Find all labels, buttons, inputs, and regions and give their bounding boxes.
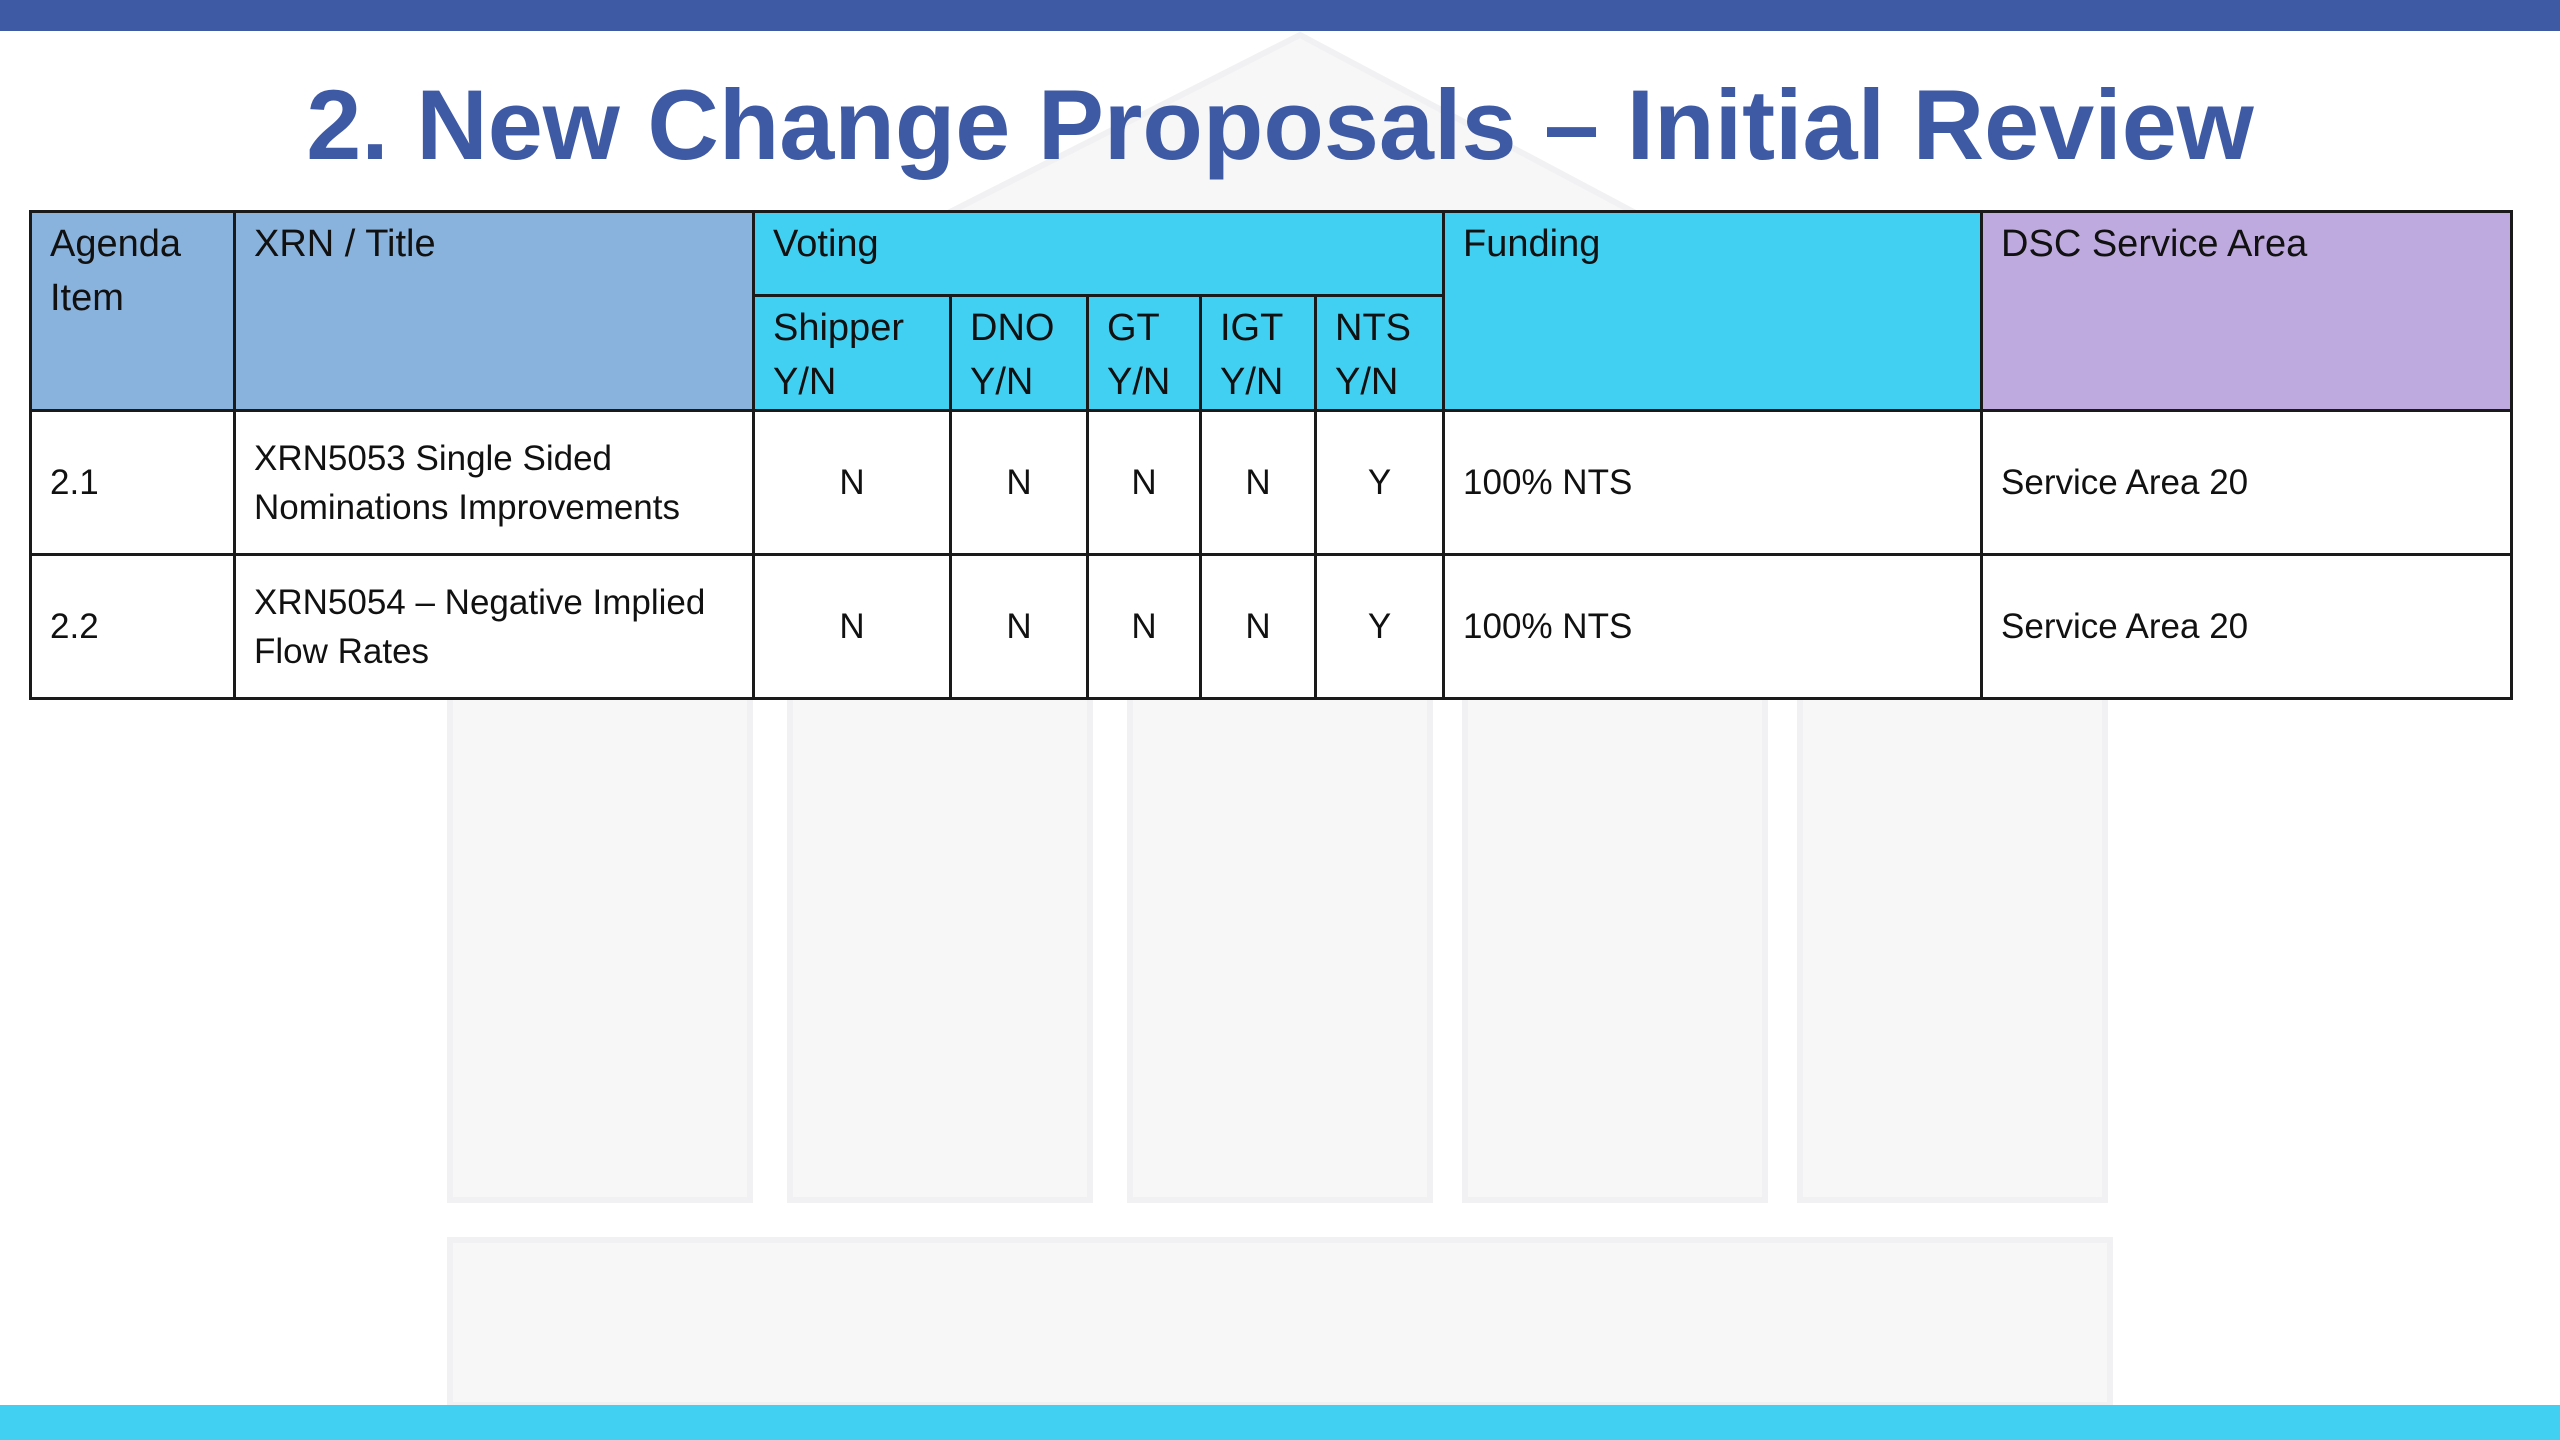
cell-dsc-service-area: Service Area 20 — [1980, 409, 2514, 556]
subheader-party-label: GT — [1107, 307, 1160, 349]
header-funding: Funding — [1442, 210, 1984, 412]
title-line: Flow Rates — [254, 631, 430, 671]
cell-vote-igt: N — [1199, 553, 1317, 700]
bottom-accent-bar — [0, 1405, 2560, 1440]
cell-xrn-title: XRN5054 – Negative Implied Flow Rates — [233, 553, 755, 700]
table-row: 2.2 XRN5054 – Negative Implied Flow Rates… — [29, 553, 2514, 700]
header-voting: Voting — [751, 210, 1446, 297]
header-dsc-service-area: DSC Service Area — [1980, 210, 2514, 412]
cell-vote-dno: N — [949, 553, 1089, 700]
cell-funding: 100% NTS — [1442, 409, 1984, 556]
cell-vote-nts: Y — [1313, 553, 1446, 700]
cell-agenda-item: 2.2 — [29, 553, 236, 700]
cell-vote-gt: N — [1086, 553, 1202, 700]
subheader-party-label: IGT — [1220, 307, 1284, 349]
header-xrn-title: XRN / Title — [233, 210, 755, 412]
title-line: Nominations Improvements — [254, 487, 680, 527]
table-header-row: Agenda Item XRN / Title Voting Funding D… — [29, 210, 2514, 412]
cell-funding: 100% NTS — [1442, 553, 1984, 700]
cell-xrn-title: XRN5053 Single Sided Nominations Improvem… — [233, 409, 755, 556]
slide-title: 2. New Change Proposals – Initial Review — [306, 69, 2254, 180]
subheader-shipper: Shipper Y/N — [752, 294, 952, 412]
cell-dsc-service-area: Service Area 20 — [1980, 553, 2514, 700]
cell-agenda-item: 2.1 — [29, 409, 236, 556]
cell-vote-shipper: N — [752, 409, 952, 556]
table-row: 2.1 XRN5053 Single Sided Nominations Impr… — [29, 409, 2514, 556]
title-line: XRN5053 Single Sided — [254, 438, 613, 478]
subheader-yn-label: Y/N — [1107, 361, 1171, 403]
subheader-party-label: DNO — [970, 307, 1055, 349]
title-line: XRN5054 – Negative Implied — [254, 582, 706, 622]
subheader-nts: NTS Y/N — [1313, 294, 1446, 412]
cell-vote-shipper: N — [752, 553, 952, 700]
subheader-gt: GT Y/N — [1086, 294, 1202, 412]
header-agenda-item: Agenda Item — [29, 210, 236, 412]
subheader-yn-label: Y/N — [1220, 361, 1284, 403]
subheader-yn-label: Y/N — [773, 361, 837, 403]
change-proposals-table: Agenda Item XRN / Title Voting Funding D… — [29, 210, 2514, 700]
cell-vote-dno: N — [949, 409, 1089, 556]
subheader-yn-label: Y/N — [1335, 361, 1399, 403]
cell-vote-nts: Y — [1313, 409, 1446, 556]
table-subheader-row: Shipper Y/N DNO Y/N GT Y/N IGT Y/N NTS Y/N — [31, 294, 2512, 412]
cell-vote-igt: N — [1199, 409, 1317, 556]
subheader-party-label: NTS — [1335, 307, 1411, 349]
top-accent-bar — [0, 0, 2560, 31]
subheader-yn-label: Y/N — [970, 361, 1034, 403]
subheader-party-label: Shipper — [773, 307, 904, 349]
subheader-dno: DNO Y/N — [949, 294, 1089, 412]
subheader-igt: IGT Y/N — [1199, 294, 1317, 412]
cell-vote-gt: N — [1086, 409, 1202, 556]
